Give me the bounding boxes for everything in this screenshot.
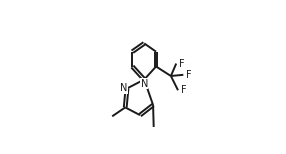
Text: F: F bbox=[186, 70, 192, 80]
Text: F: F bbox=[181, 85, 186, 95]
Text: N: N bbox=[120, 83, 127, 93]
Text: N: N bbox=[140, 79, 148, 89]
Text: F: F bbox=[179, 59, 185, 69]
